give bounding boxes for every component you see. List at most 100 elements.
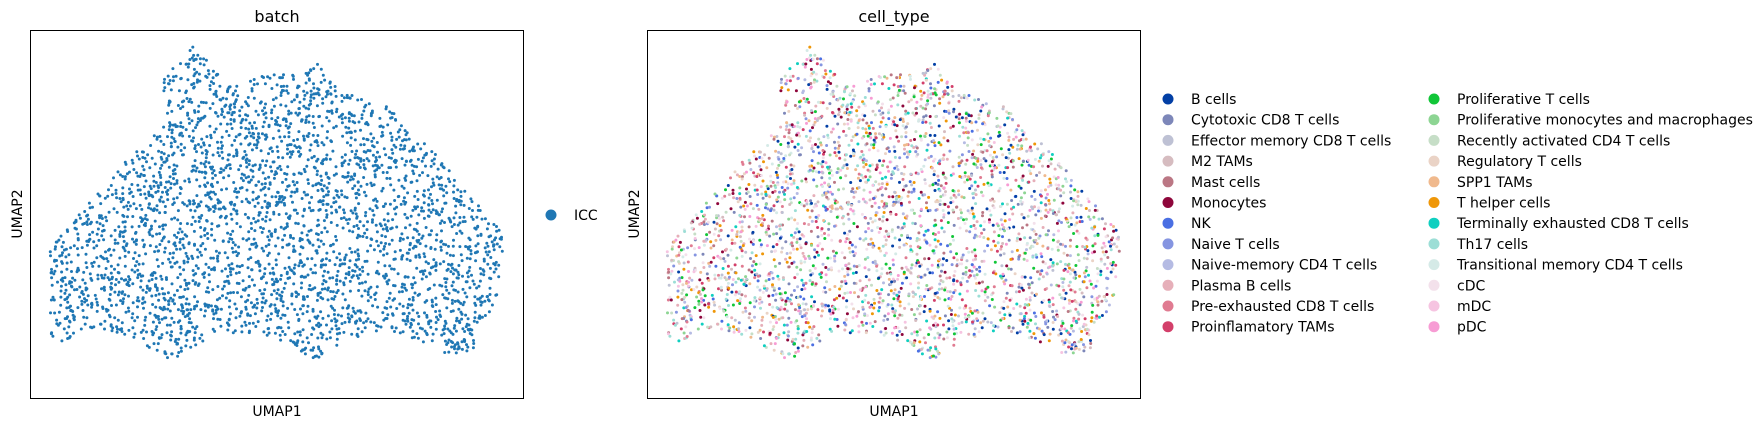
scatter-point: [145, 330, 148, 334]
scatter-point: [422, 189, 426, 193]
scatter-point: [381, 171, 385, 174]
scatter-point: [247, 216, 251, 220]
scatter-point: [311, 184, 315, 188]
scatter-point: [187, 100, 191, 104]
scatter-point: [802, 222, 806, 226]
scatter-point: [288, 150, 292, 154]
scatter-point: [407, 311, 411, 315]
scatter-point: [390, 326, 394, 330]
scatter-point: [703, 294, 707, 298]
scatter-point: [244, 286, 248, 290]
scatter-point: [190, 119, 194, 123]
scatter-point: [959, 211, 963, 215]
scatter-point: [265, 281, 268, 285]
scatter-point: [869, 78, 873, 81]
scatter-point: [398, 248, 402, 252]
scatter-point: [712, 309, 716, 313]
scatter-point: [260, 276, 264, 280]
scatter-point: [411, 236, 415, 240]
scatter-point: [351, 230, 355, 234]
scatter-point: [178, 133, 182, 137]
scatter-point: [306, 158, 310, 162]
scatter-point: [1055, 221, 1059, 225]
scatter-point: [131, 312, 135, 316]
scatter-point: [887, 293, 891, 297]
scatter-point: [266, 314, 270, 318]
scatter-point: [255, 146, 259, 150]
scatter-point: [279, 338, 283, 342]
scatter-point: [232, 119, 236, 123]
scatter-point: [249, 301, 253, 305]
scatter-point: [907, 190, 911, 194]
scatter-point: [992, 239, 996, 243]
scatter-point: [307, 71, 311, 75]
scatter-point: [239, 126, 243, 130]
scatter-point: [50, 283, 54, 287]
scatter-point: [99, 202, 103, 206]
scatter-point: [315, 173, 319, 177]
scatter-point: [792, 164, 796, 168]
scatter-point: [235, 254, 239, 258]
scatter-point: [974, 202, 978, 206]
scatter-point: [148, 166, 152, 170]
scatter-point: [937, 352, 941, 356]
scatter-point: [783, 198, 787, 202]
scatter-point: [900, 333, 904, 336]
scatter-point: [964, 320, 968, 324]
scatter-point: [307, 229, 311, 233]
scatter-point: [1064, 244, 1067, 248]
scatter-point: [801, 128, 805, 132]
scatter-point: [689, 318, 693, 322]
scatter-point: [851, 250, 855, 254]
scatter-point: [412, 172, 416, 176]
scatter-point: [832, 257, 836, 260]
scatter-point: [263, 199, 267, 203]
scatter-point: [1039, 194, 1043, 198]
scatter-point: [733, 327, 736, 331]
scatter-point: [847, 246, 851, 250]
legend-label-icc: ICC: [574, 208, 598, 224]
scatter-point: [348, 279, 352, 283]
scatter-point: [300, 231, 304, 235]
scatter-point: [408, 241, 412, 245]
scatter-point: [256, 320, 260, 324]
scatter-point: [790, 123, 794, 127]
scatter-point: [358, 220, 362, 224]
scatter-point: [354, 212, 358, 216]
scatter-point: [424, 164, 427, 168]
scatter-point: [164, 316, 168, 320]
scatter-point: [785, 121, 789, 125]
scatter-point: [184, 91, 188, 95]
scatter-point: [127, 250, 131, 254]
scatter-point: [337, 115, 341, 119]
scatter-point: [261, 306, 264, 309]
scatter-point: [69, 246, 73, 250]
scatter-point: [176, 104, 180, 107]
scatter-point: [357, 188, 360, 192]
scatter-point: [235, 307, 238, 311]
scatter-point: [270, 195, 274, 199]
scatter-point: [324, 280, 328, 284]
scatter-point: [407, 137, 411, 141]
scatter-point: [316, 144, 320, 148]
scatter-point: [453, 347, 456, 351]
scatter-point: [443, 327, 447, 331]
scatter-point: [1002, 176, 1006, 180]
scatter-point: [964, 119, 968, 123]
scatter-point: [351, 269, 355, 273]
scatter-point: [839, 176, 843, 180]
scatter-point: [415, 229, 419, 233]
scatter-point: [406, 251, 410, 255]
scatter-point: [385, 306, 389, 310]
scatter-point: [814, 220, 818, 223]
scatter-point: [191, 257, 195, 260]
scatter-point: [317, 115, 321, 119]
scatter-point: [305, 336, 309, 340]
scatter-point: [975, 166, 979, 169]
scatter-point: [250, 278, 254, 282]
scatter-point: [272, 272, 276, 276]
scatter-point: [812, 178, 816, 182]
scatter-point: [896, 103, 900, 107]
scatter-point: [193, 295, 197, 299]
scatter-point: [957, 193, 961, 197]
